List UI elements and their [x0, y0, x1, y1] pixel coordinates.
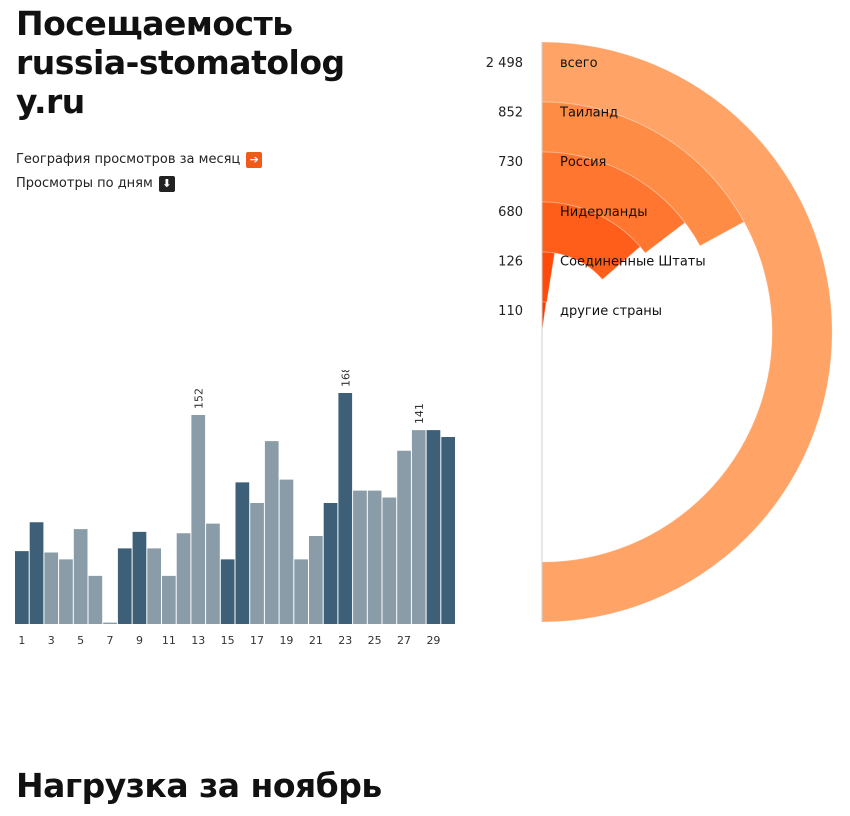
bar — [441, 437, 455, 624]
geo-value-label: 2 498 — [486, 56, 523, 71]
page-title-line: Посещаемость — [16, 4, 293, 43]
geo-category-label: другие страны — [560, 304, 662, 319]
bar — [88, 575, 103, 624]
labels-group: 2 498 всего 852 Таиланд 730 Россия 680 Нидерлан… — [486, 56, 706, 319]
nav-links: География просмотров за месяц ➔ Просмотр… — [16, 148, 263, 196]
geo-category-label: Нидерланды — [560, 205, 648, 220]
page-title-line: y.ru — [16, 82, 85, 121]
x-tick-label: 25 — [368, 634, 382, 647]
bar — [323, 503, 338, 624]
geo-arc — [541, 201, 641, 281]
geo-value-label: 110 — [498, 304, 523, 319]
geo-category-label: Соединенные Штаты — [560, 254, 706, 269]
geo-category-label: всего — [560, 56, 598, 71]
bar — [206, 523, 220, 624]
bar — [367, 490, 382, 624]
x-tick-label: 3 — [48, 634, 55, 647]
x-tick-label: 17 — [250, 634, 264, 647]
page-title-line: russia-stomatolog — [16, 43, 345, 82]
bar — [279, 479, 294, 624]
bar — [338, 393, 353, 624]
bar — [426, 430, 441, 624]
bar — [15, 551, 29, 624]
geo-value-label: 730 — [498, 155, 523, 170]
x-tick-label: 23 — [338, 634, 352, 647]
x-tick-label: 19 — [279, 634, 293, 647]
geo-category-label: Россия — [560, 155, 606, 170]
geo-value-label: 852 — [498, 106, 523, 121]
bar — [264, 441, 279, 624]
days-link-label: Просмотры по дням — [16, 176, 153, 191]
bar — [44, 552, 59, 624]
x-tick-label: 29 — [426, 634, 440, 647]
x-tick-label: 11 — [162, 634, 176, 647]
bar — [29, 522, 44, 624]
geo-arc — [541, 251, 556, 303]
bars-group — [15, 393, 455, 624]
geo-chart: 2 498 всего 852 Таиланд 730 Россия 680 Нидерлан… — [486, 41, 833, 623]
x-tick-label: 1 — [18, 634, 25, 647]
bar — [147, 548, 161, 624]
geo-link[interactable]: География просмотров за месяц ➔ — [16, 148, 263, 172]
arrow-down-icon[interactable]: ⬇ — [158, 176, 175, 192]
bar — [235, 482, 250, 624]
bar — [294, 559, 308, 624]
geo-link-label: География просмотров за месяц — [16, 152, 241, 167]
arcs-group — [541, 41, 833, 623]
days-link[interactable]: Просмотры по дням ⬇ — [16, 172, 262, 196]
data-label: 168 — [339, 370, 352, 387]
bar — [162, 575, 176, 624]
bar — [59, 559, 73, 624]
bar — [397, 450, 411, 624]
bar — [73, 529, 88, 624]
bar — [250, 503, 264, 624]
section-title: Нагрузка за ноябрь — [16, 766, 382, 805]
arrow-right-icon[interactable]: ➔ — [246, 152, 263, 168]
x-tick-label: 13 — [191, 634, 205, 647]
bar — [191, 415, 206, 624]
bar — [103, 622, 117, 624]
geo-arc — [541, 301, 547, 333]
page-title: Посещаемость russia-stomatolog y.ru — [16, 4, 376, 121]
x-tick-label: 9 — [136, 634, 143, 647]
bar — [411, 430, 426, 624]
bar — [353, 490, 367, 624]
data-label: 141 — [413, 403, 426, 424]
x-axis: 1 3 5 7 9 11 13 15 17 19 21 23 25 27 29 — [18, 634, 440, 647]
geo-value-label: 680 — [498, 205, 523, 220]
x-tick-label: 5 — [77, 634, 84, 647]
x-tick-label: 27 — [397, 634, 411, 647]
bar — [382, 497, 397, 624]
x-tick-label: 21 — [309, 634, 323, 647]
bar — [220, 559, 235, 624]
x-tick-label: 7 — [107, 634, 114, 647]
geo-value-label: 126 — [498, 254, 523, 269]
x-tick-label: 15 — [221, 634, 235, 647]
geo-category-label: Таиланд — [559, 106, 618, 121]
bar — [309, 536, 323, 624]
data-label: 152 — [192, 388, 205, 409]
bar — [117, 548, 132, 624]
bar — [132, 531, 147, 624]
bar — [176, 533, 191, 624]
